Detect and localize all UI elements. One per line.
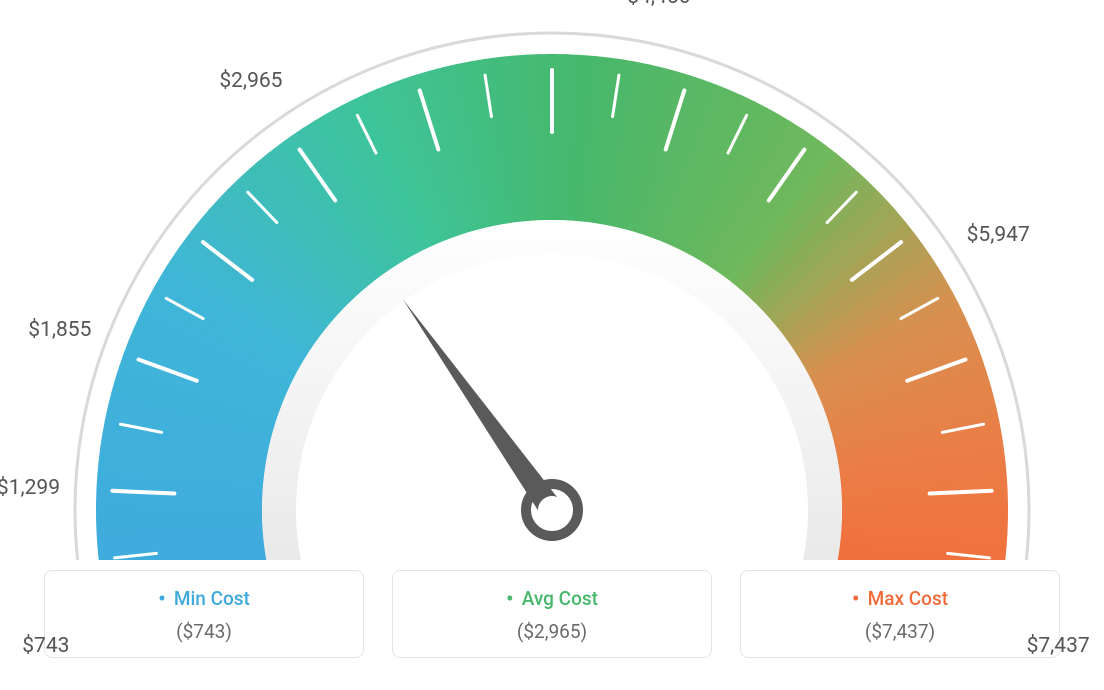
legend-value: ($2,965) bbox=[403, 620, 701, 643]
gauge-svg bbox=[0, 0, 1104, 560]
gauge-scale-label: $7,437 bbox=[1027, 634, 1090, 658]
gauge-scale-label: $2,965 bbox=[219, 69, 282, 93]
gauge-chart: $743$1,299$1,855$2,965$4,456$5,947$7,437 bbox=[0, 0, 1104, 560]
legend-title: Avg Cost bbox=[403, 587, 701, 612]
legend-value: ($7,437) bbox=[751, 620, 1049, 643]
gauge-scale-label: $743 bbox=[22, 634, 69, 658]
gauge-scale-label: $1,855 bbox=[28, 318, 91, 342]
legend-title: Min Cost bbox=[55, 587, 353, 612]
legend-value: ($743) bbox=[55, 620, 353, 643]
gauge-scale-label: $4,456 bbox=[627, 0, 690, 9]
legend-row: Min Cost ($743) Avg Cost ($2,965) Max Cost ($… bbox=[0, 570, 1104, 658]
gauge-scale-label: $5,947 bbox=[967, 223, 1030, 247]
legend-title: Max Cost bbox=[751, 587, 1049, 612]
gauge-scale-label: $1,299 bbox=[0, 476, 60, 500]
legend-card: Min Cost ($743) bbox=[44, 570, 364, 658]
gauge-hub-inner bbox=[538, 496, 566, 524]
legend-card: Avg Cost ($2,965) bbox=[392, 570, 712, 658]
legend-card: Max Cost ($7,437) bbox=[740, 570, 1060, 658]
